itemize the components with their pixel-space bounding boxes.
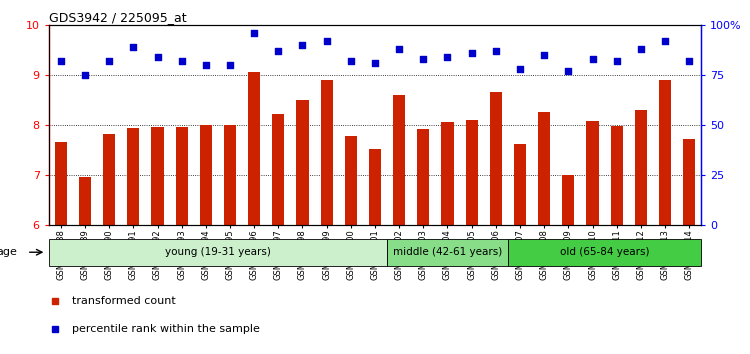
- Point: [659, 38, 671, 44]
- Point: [345, 58, 357, 64]
- Point: [248, 30, 260, 36]
- Point: [369, 60, 381, 65]
- Bar: [200, 125, 211, 225]
- Bar: [514, 144, 526, 225]
- Point: [296, 42, 308, 48]
- Point: [538, 52, 550, 58]
- Bar: [417, 129, 429, 225]
- Bar: [393, 95, 405, 225]
- Point: [466, 50, 478, 56]
- Bar: [586, 121, 598, 225]
- Bar: [683, 139, 695, 225]
- Bar: [320, 80, 333, 225]
- Bar: [152, 127, 164, 225]
- Point: [562, 68, 574, 74]
- Point: [79, 72, 91, 78]
- Bar: [272, 114, 284, 225]
- Point: [610, 58, 622, 64]
- Point: [634, 46, 646, 52]
- Bar: [103, 134, 116, 225]
- Bar: [466, 120, 478, 225]
- Text: transformed count: transformed count: [71, 296, 176, 306]
- Bar: [508, 239, 701, 266]
- Point: [490, 48, 502, 53]
- Bar: [49, 239, 387, 266]
- Point: [128, 44, 140, 50]
- Point: [514, 66, 526, 72]
- Bar: [79, 177, 91, 225]
- Bar: [248, 72, 260, 225]
- Point: [272, 48, 284, 53]
- Bar: [128, 128, 140, 225]
- Bar: [176, 127, 188, 225]
- Bar: [369, 149, 381, 225]
- Bar: [562, 175, 574, 225]
- Point: [417, 56, 429, 62]
- Point: [152, 54, 164, 59]
- Bar: [538, 112, 550, 225]
- Text: percentile rank within the sample: percentile rank within the sample: [71, 324, 260, 334]
- Bar: [345, 136, 357, 225]
- Point: [224, 62, 236, 68]
- Bar: [634, 110, 646, 225]
- Point: [104, 58, 116, 64]
- Bar: [442, 122, 454, 225]
- Text: age: age: [0, 247, 17, 257]
- Bar: [224, 125, 236, 225]
- Text: young (19-31 years): young (19-31 years): [165, 247, 271, 257]
- Bar: [659, 80, 671, 225]
- Point: [683, 58, 695, 64]
- Bar: [490, 92, 502, 225]
- Point: [55, 58, 67, 64]
- Text: old (65-84 years): old (65-84 years): [560, 247, 650, 257]
- Text: GDS3942 / 225095_at: GDS3942 / 225095_at: [49, 11, 186, 24]
- Point: [176, 58, 188, 64]
- Bar: [296, 100, 308, 225]
- Bar: [387, 239, 508, 266]
- Point: [586, 56, 598, 62]
- Text: middle (42-61 years): middle (42-61 years): [393, 247, 502, 257]
- Bar: [610, 126, 622, 225]
- Bar: [55, 142, 67, 225]
- Point: [200, 62, 211, 68]
- Point: [393, 46, 405, 52]
- Point: [442, 54, 454, 59]
- Point: [321, 38, 333, 44]
